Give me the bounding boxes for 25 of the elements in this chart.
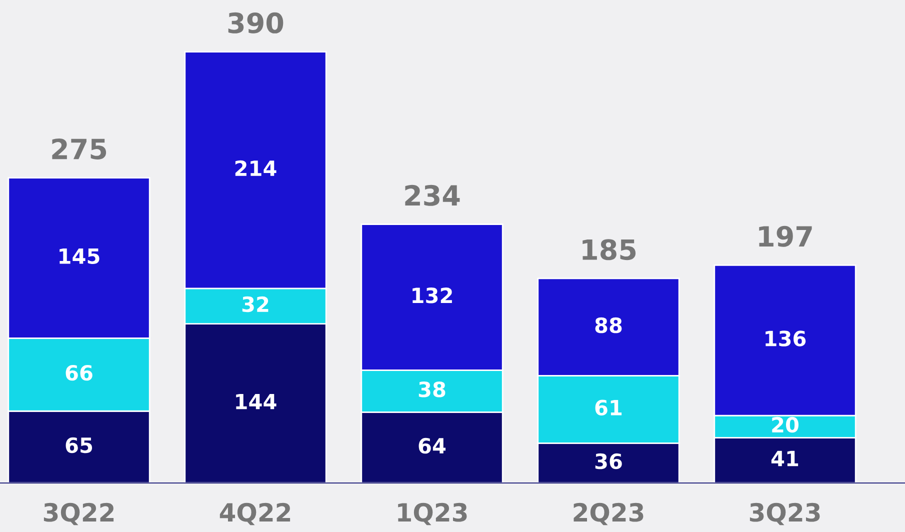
data-label: 136 xyxy=(766,330,806,346)
x-tick-label: 3Q23 xyxy=(750,502,820,526)
total-label: 185 xyxy=(582,239,636,260)
data-label: 32 xyxy=(242,296,268,312)
data-label: 38 xyxy=(418,382,446,398)
data-label: 144 xyxy=(236,394,276,410)
data-label: 66 xyxy=(66,364,92,381)
x-tick-label: 2Q23 xyxy=(574,502,644,526)
data-label: 65 xyxy=(66,437,92,454)
data-label: 36 xyxy=(595,453,622,470)
total-label: 390 xyxy=(228,12,284,34)
total-label: 234 xyxy=(405,184,460,206)
x-tick-label: 1Q23 xyxy=(398,502,467,526)
data-label: 64 xyxy=(418,438,446,454)
data-label: 132 xyxy=(412,288,452,304)
x-tick-label: 4Q22 xyxy=(220,502,290,526)
total-label: 197 xyxy=(759,226,812,247)
data-label: 88 xyxy=(595,317,622,334)
data-label: 20 xyxy=(772,416,798,433)
data-label: 61 xyxy=(595,400,622,416)
x-tick-label: 3Q22 xyxy=(44,502,114,526)
total-label: 275 xyxy=(52,138,106,160)
data-label: 214 xyxy=(235,160,276,176)
data-label: 41 xyxy=(771,450,798,466)
data-label: 145 xyxy=(60,248,100,264)
